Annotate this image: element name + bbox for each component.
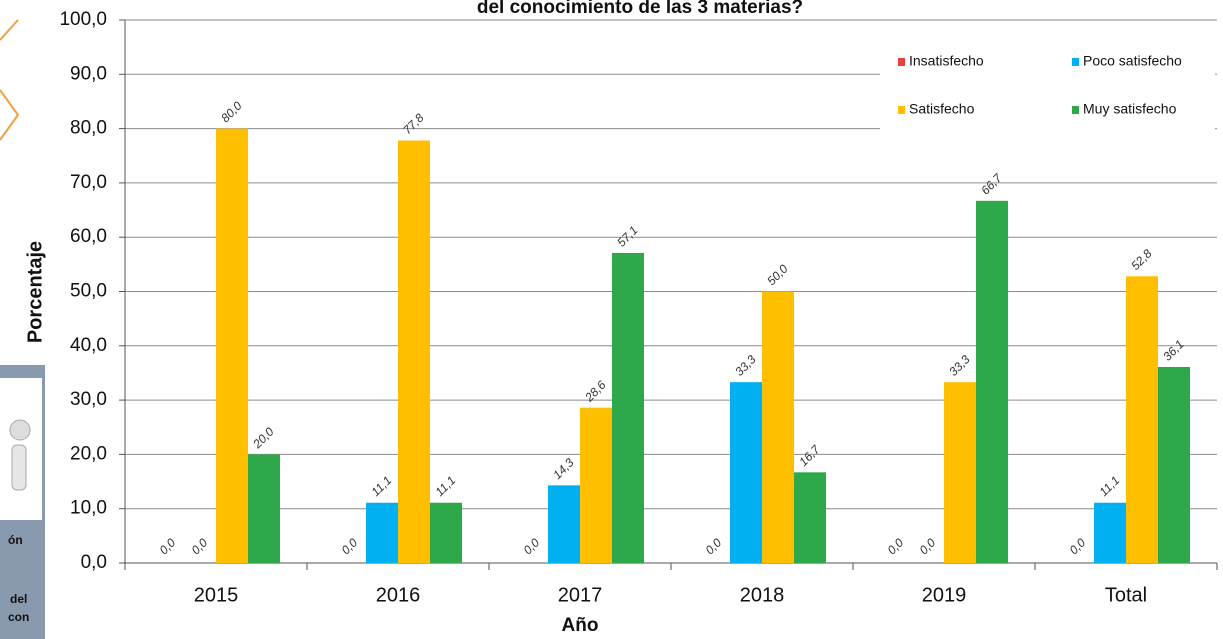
bar (762, 291, 794, 563)
side-text: ón (8, 533, 23, 547)
x-tick-label: 2017 (558, 584, 603, 606)
data-label: 80,0 (218, 99, 245, 126)
bar (794, 472, 826, 563)
data-label: 0,0 (885, 535, 907, 557)
side-figure (11, 444, 27, 491)
bar (366, 502, 398, 563)
x-tick-label: 2016 (376, 584, 421, 606)
bar (612, 252, 644, 563)
y-tick-label: 70,0 (70, 172, 107, 193)
legend-swatch (898, 58, 905, 66)
data-label: 11,1 (433, 473, 459, 499)
data-label: 16,7 (796, 442, 823, 469)
legend-swatch (1072, 106, 1079, 114)
bar (430, 502, 462, 563)
data-label: 0,0 (703, 535, 725, 557)
data-label: 33,3 (946, 352, 973, 379)
y-tick-label: 50,0 (70, 281, 107, 302)
y-tick-label: 90,0 (70, 63, 107, 84)
y-tick-label: 30,0 (70, 389, 107, 410)
x-tick-label: 2019 (922, 584, 967, 606)
data-label: 0,0 (339, 535, 361, 557)
data-label: 0,0 (189, 535, 211, 557)
y-axis-label: Porcentaje (24, 241, 46, 343)
bar (730, 382, 762, 563)
x-tick-label: Total (1105, 584, 1147, 606)
y-tick-label: 60,0 (70, 226, 107, 247)
bar (1126, 276, 1158, 563)
data-label: 66,7 (978, 170, 1005, 197)
legend-label: Poco satisfecho (1083, 53, 1182, 69)
side-text: del (10, 592, 27, 606)
decoration (0, 19, 20, 141)
bar (216, 128, 248, 563)
data-label: 28,6 (581, 378, 608, 405)
data-label: 77,8 (400, 111, 427, 138)
side-figure (9, 419, 31, 441)
data-label: 11,1 (369, 473, 395, 499)
bar (580, 407, 612, 563)
bar (1158, 366, 1190, 563)
legend-swatch (1072, 58, 1079, 66)
chart-title: del conocimiento de las 3 materias? (477, 0, 803, 18)
data-label: 36,1 (1160, 337, 1186, 363)
data-label: 52,8 (1128, 246, 1155, 273)
data-label: 0,0 (917, 535, 939, 557)
y-tick-label: 100,0 (59, 9, 107, 30)
legend-box (880, 45, 1215, 150)
data-label: 0,0 (521, 535, 543, 557)
bar (548, 485, 580, 563)
x-tick-label: 2018 (740, 584, 785, 606)
y-tick-label: 80,0 (70, 118, 107, 139)
bar (248, 454, 280, 563)
legend-label: Muy satisfecho (1083, 101, 1177, 117)
legend-swatch (898, 106, 905, 114)
x-tick-label: 2015 (194, 584, 239, 606)
legend-label: Satisfecho (909, 101, 975, 117)
side-text: con (8, 610, 29, 624)
data-label: 33,3 (732, 352, 759, 379)
bar (398, 140, 430, 563)
data-label: 0,0 (157, 535, 179, 557)
bar (1094, 502, 1126, 563)
bar (944, 382, 976, 563)
data-label: 20,0 (249, 424, 276, 451)
data-label: 14,3 (550, 455, 577, 482)
data-label: 0,0 (1067, 535, 1089, 557)
y-tick-label: 10,0 (70, 498, 107, 519)
y-tick-label: 20,0 (70, 443, 107, 464)
data-label: 50,0 (764, 261, 791, 288)
x-axis-label: Año (562, 615, 599, 636)
data-label: 11,1 (1097, 473, 1123, 499)
data-label: 57,1 (614, 223, 640, 249)
y-tick-label: 0,0 (81, 552, 107, 573)
bar (976, 200, 1008, 563)
y-tick-label: 40,0 (70, 335, 107, 356)
legend-label: Insatisfecho (909, 53, 984, 69)
